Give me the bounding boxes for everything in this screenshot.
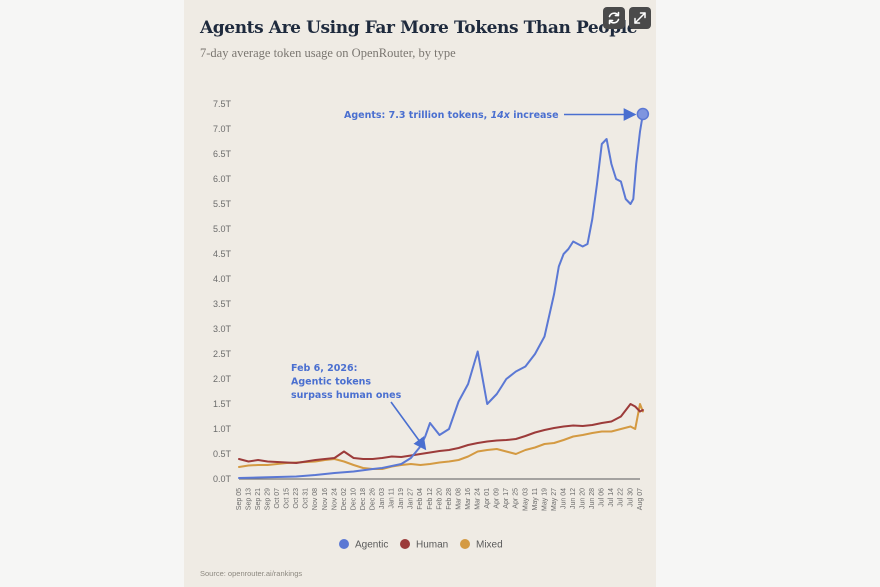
x-tick-label: Jun 20: [580, 488, 587, 509]
refresh-icon: [608, 11, 620, 25]
chart-title: Agents Are Using Far More Tokens Than Pe…: [200, 18, 638, 38]
x-tick-label: Aug 07: [637, 488, 644, 510]
x-tick-label: Sep 21: [255, 488, 262, 510]
x-tick-label: Feb 04: [417, 488, 424, 510]
x-tick-label: Dec 18: [360, 488, 367, 510]
x-tick-label: Mar 08: [455, 488, 462, 510]
annotation-crossover-arrow: [390, 401, 427, 451]
x-tick-label: Nov 08: [312, 488, 319, 510]
x-tick-label: Jun 12: [570, 488, 577, 509]
x-tick-label: Oct 23: [293, 488, 300, 509]
x-tick-label: Dec 02: [341, 488, 348, 510]
x-tick-label: Apr 01: [484, 488, 491, 509]
x-tick-label: Jun 28: [589, 488, 596, 509]
legend-label-agentic: Agentic: [355, 540, 388, 551]
y-tick-label: 0.0T: [213, 474, 232, 484]
y-tick-label: 7.5T: [213, 99, 232, 109]
y-tick-label: 3.0T: [213, 324, 232, 334]
annotation-crossover-line: Feb 6, 2026:: [291, 363, 357, 374]
x-tick-label: Nov 24: [331, 488, 338, 510]
legend-marker-mixed: [460, 539, 470, 549]
x-tick-label: Feb 20: [436, 488, 443, 510]
x-tick-label: Feb 28: [446, 488, 453, 510]
legend-marker-agentic: [339, 539, 349, 549]
x-tick-label: May 11: [532, 488, 539, 511]
x-tick-label: Feb 12: [427, 488, 434, 510]
x-tick-label: Jun 04: [560, 488, 567, 509]
x-tick-label: Mar 24: [475, 488, 482, 510]
x-tick-label: Jul 30: [627, 488, 634, 507]
y-tick-label: 2.0T: [213, 374, 232, 384]
y-tick-label: 4.5T: [213, 249, 232, 259]
y-tick-label: 4.0T: [213, 274, 232, 284]
y-tick-label: 5.5T: [213, 199, 232, 209]
x-tick-label: Dec 10: [350, 488, 357, 510]
x-tick-label: Jul 22: [618, 488, 625, 507]
expand-icon: [634, 12, 646, 24]
x-tick-label: Jan 19: [398, 488, 405, 509]
x-tick-label: Jul 14: [608, 488, 615, 507]
y-tick-label: 6.5T: [213, 149, 232, 159]
y-tick-label: 2.5T: [213, 349, 232, 359]
peak-marker: [636, 107, 650, 121]
legend-label-mixed: Mixed: [476, 540, 503, 551]
y-tick-label: 7.0T: [213, 124, 232, 134]
x-tick-label: Jul 06: [599, 488, 606, 507]
x-tick-label: Jan 11: [389, 488, 396, 509]
chart-subtitle: 7-day average token usage on OpenRouter,…: [200, 46, 456, 60]
x-tick-label: Apr 17: [503, 488, 510, 509]
x-tick-label: Dec 26: [370, 488, 377, 510]
source-note: Source: openrouter.ai/rankings: [200, 569, 303, 578]
x-tick-label: Nov 16: [322, 488, 329, 510]
x-tick-label: Oct 31: [303, 488, 310, 509]
series-line-human: [238, 403, 644, 464]
y-tick-label: 1.0T: [213, 424, 232, 434]
y-tick-label: 1.5T: [213, 399, 232, 409]
legend-label-human: Human: [416, 540, 448, 551]
x-tick-label: Sep 13: [245, 488, 252, 510]
legend-marker-human: [400, 539, 410, 549]
series-line-mixed: [238, 403, 644, 470]
expand-button[interactable]: [629, 7, 651, 29]
chart-card: Agents Are Using Far More Tokens Than Pe…: [184, 0, 656, 587]
x-tick-label: Apr 25: [513, 488, 520, 509]
x-tick-label: Sep 29: [264, 488, 271, 510]
annotation-crossover-line: surpass human ones: [291, 390, 402, 401]
y-tick-label: 5.0T: [213, 224, 232, 234]
x-tick-label: Apr 09: [494, 488, 501, 509]
x-tick-label: Mar 16: [465, 488, 472, 510]
y-tick-label: 6.0T: [213, 174, 232, 184]
y-tick-label: 0.5T: [213, 449, 232, 459]
x-tick-label: May 19: [541, 488, 548, 511]
refresh-button[interactable]: [603, 7, 625, 29]
annotation-peak-label: Agents: 7.3 trillion tokens, 14x increas…: [344, 110, 559, 121]
line-chart: 0.0T 0.5T 1.0T 1.5T 2.0T 2.5T 3.0T 3.5T 4.0T 4.5T…: [213, 99, 650, 551]
x-tick-label: Sep 05: [236, 488, 243, 510]
series-line-agentic: [238, 113, 644, 479]
x-tick-label: Oct 15: [284, 488, 291, 509]
x-tick-label: Jan 27: [408, 488, 415, 509]
x-tick-label: Jan 03: [379, 488, 386, 509]
x-tick-label: Oct 07: [274, 488, 281, 509]
y-tick-label: 3.5T: [213, 299, 232, 309]
x-tick-label: May 27: [551, 488, 558, 511]
annotation-crossover-line: Agentic tokens: [291, 377, 371, 388]
x-tick-label: May 03: [522, 488, 529, 511]
